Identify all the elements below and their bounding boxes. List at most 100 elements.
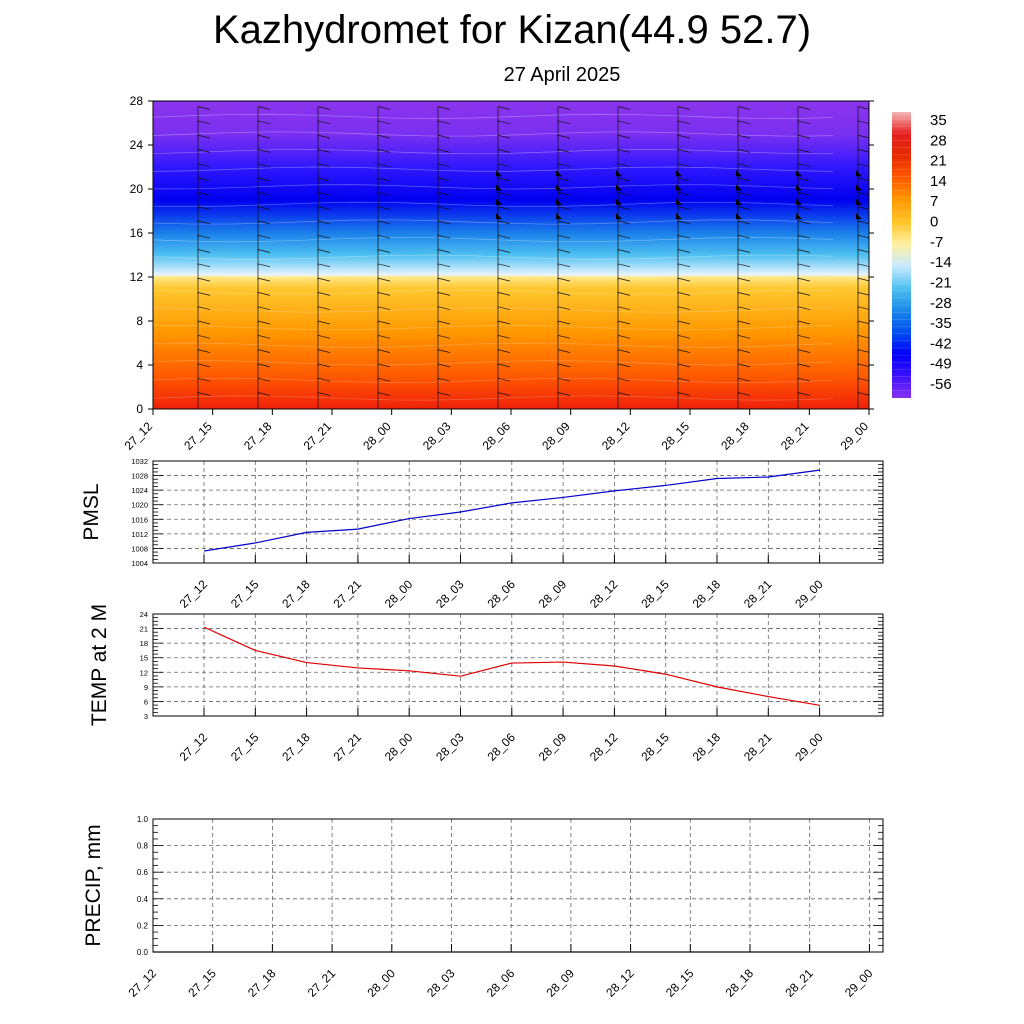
wind-barb-flag	[737, 134, 751, 139]
wind-barb-flag	[257, 292, 271, 296]
wind-barb-flag	[197, 191, 211, 196]
wind-barb-flag	[857, 106, 869, 110]
wind-barb-flag	[617, 163, 631, 168]
wind-barb-flag	[677, 163, 691, 168]
wind-barb-flag	[918, 178, 930, 181]
wind-barb-flag	[797, 249, 811, 253]
wind-barb-flag	[197, 163, 211, 168]
wind-barb-pennant	[796, 170, 802, 177]
colorbar-fill	[892, 112, 911, 398]
wind-barb-flag	[617, 292, 631, 296]
wind-barb-pennant	[796, 213, 802, 220]
wind-barb-flag	[617, 263, 631, 268]
wind-barb-flag	[557, 120, 571, 125]
wind-barb-flag	[797, 220, 811, 225]
wind-barb-flag	[257, 306, 271, 311]
colorbar-label: 7	[930, 193, 938, 210]
wind-barb-pennant	[916, 199, 922, 205]
wind-barb-flag	[617, 234, 631, 239]
wind-barb-flag	[497, 292, 511, 296]
x-tick-label: 28_12	[599, 419, 633, 453]
wind-barb-flag	[797, 120, 811, 125]
wind-barb-flag	[677, 120, 691, 125]
wind-barb-flag	[257, 206, 271, 210]
wind-barb-flag	[437, 220, 451, 225]
y-tick-label: 28	[130, 94, 144, 108]
wind-barb-flag	[437, 292, 451, 296]
y-axis-label: PMSL	[80, 483, 103, 540]
wind-barb-flag	[377, 163, 391, 168]
contour-line	[153, 184, 834, 190]
wind-barb-flag	[377, 334, 391, 339]
wind-barb-flag	[797, 106, 811, 110]
wind-barb-flag	[257, 220, 271, 225]
wind-barb-pennant	[736, 184, 742, 191]
x-tick-label: 27_21	[331, 577, 365, 611]
plot-area	[153, 819, 883, 952]
y-tick-label: 1024	[131, 486, 148, 495]
contour-line	[153, 113, 834, 119]
y-tick-label: 0.0	[137, 948, 149, 957]
wind-barb-flag	[497, 377, 511, 382]
wind-barb-flag	[437, 191, 451, 196]
wind-barb-flag	[617, 320, 631, 325]
y-tick-label: 12	[140, 668, 148, 677]
colorbar-label: -14	[930, 254, 952, 271]
wind-barb-pennant	[556, 198, 562, 205]
wind-barb-flag	[617, 249, 631, 253]
wind-barb-flag	[377, 134, 391, 139]
wind-barb-flag	[557, 392, 571, 396]
wind-barb-flag	[377, 149, 391, 153]
wind-barb-flag	[437, 334, 451, 339]
wind-barb-pennant	[556, 184, 562, 191]
wind-barb-flag	[737, 363, 751, 368]
wind-barb-flag	[317, 363, 331, 368]
wind-barb-flag	[257, 277, 271, 282]
wind-barb-flag	[677, 249, 691, 253]
wind-barb-flag	[377, 234, 391, 239]
wind-barb-flag	[857, 134, 869, 139]
wind-barb-flag	[317, 334, 331, 339]
upper-panel: 0 4 8 12 16 20 24 28 27_12 27_15 27_18 27_21 28_00 28…	[122, 94, 930, 453]
wind-barb-flag	[197, 306, 211, 311]
contour-line	[153, 272, 834, 278]
wind-barb-flag	[197, 106, 211, 110]
wind-barb-flag	[317, 234, 331, 239]
wind-barb-flag	[437, 349, 451, 353]
wind-barb-pennant	[856, 170, 862, 177]
wind-barb-flag	[737, 349, 751, 353]
y-tick-label: 21	[140, 625, 148, 634]
y-tick-label: 9	[144, 683, 148, 692]
wind-barb-flag	[677, 206, 691, 210]
wind-barb-flag	[497, 191, 511, 196]
wind-barb-flag	[377, 191, 391, 196]
wind-barb-flag	[677, 106, 691, 110]
wind-barb-flag	[377, 292, 391, 296]
wind-barb-flag	[317, 377, 331, 382]
wind-barb-pennant	[676, 198, 682, 205]
wind-barb-flag	[437, 206, 451, 210]
wind-barb-flag	[797, 177, 811, 182]
wind-barb-flag	[437, 134, 451, 139]
wind-barb-flag	[497, 234, 511, 239]
y-tick-label: 3	[144, 712, 148, 721]
contour-line	[153, 377, 834, 383]
wind-barb-flag	[918, 164, 930, 167]
wind-barb-flag	[857, 149, 869, 153]
wind-barb-flag	[918, 235, 930, 238]
contour-line	[153, 342, 834, 348]
wind-barb-flag	[497, 177, 511, 182]
wind-barb-flag	[557, 263, 571, 268]
wind-barb-flag	[737, 120, 751, 125]
wind-barb-flag	[918, 149, 930, 152]
x-tick-label: 27_21	[301, 419, 335, 453]
wind-barb-flag	[317, 177, 331, 182]
wind-barb-flag	[257, 234, 271, 239]
wind-barb-flag	[797, 349, 811, 353]
wind-barb-flag	[197, 149, 211, 153]
x-tick-label: 28_06	[484, 577, 518, 611]
wind-barb-flag	[497, 363, 511, 368]
wind-barb-flag	[377, 120, 391, 125]
wind-barb-flag	[557, 134, 571, 139]
y-axis-label: PRECIP, mm	[82, 824, 105, 946]
